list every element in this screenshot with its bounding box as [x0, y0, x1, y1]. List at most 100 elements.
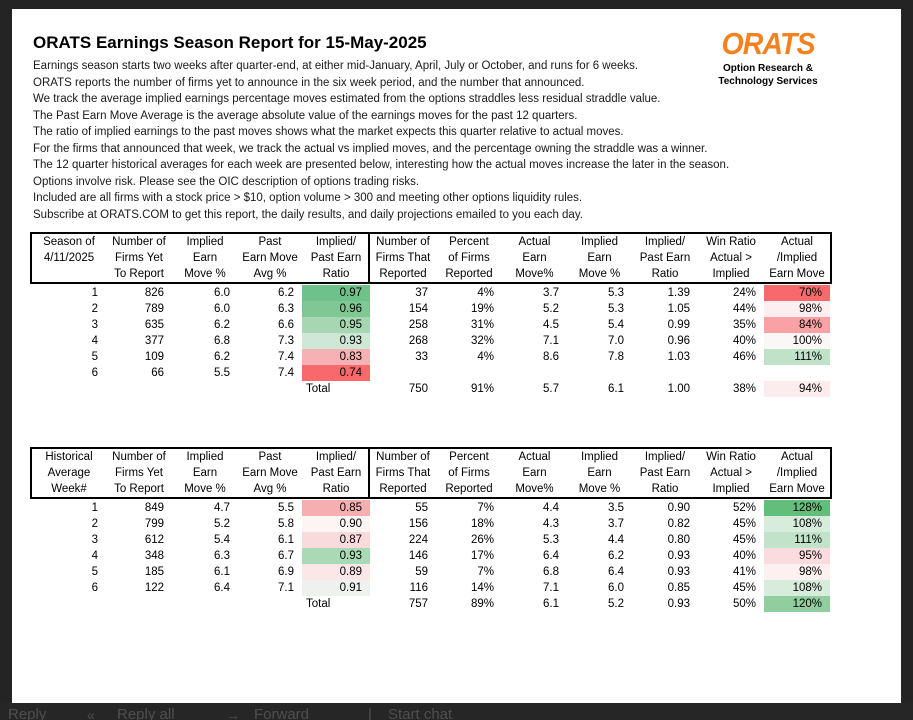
table-cell: 0.93 — [667, 566, 690, 578]
forward-button[interactable]: Forward — [254, 706, 310, 720]
table-cell: 0.90 — [302, 516, 370, 532]
table-cell: 4% — [477, 351, 494, 363]
table-row: 2 799 5.2 5.8 0.90 156 18% 4.3 3.7 0.82 45% 108% — [32, 516, 832, 532]
table-cell: 5.8 — [278, 518, 294, 530]
table-cell: 89% — [470, 598, 494, 610]
table-cell: 37 — [415, 287, 428, 299]
historical-average-table: Historical Average Week# Number of Firms Yet… — [30, 447, 832, 612]
table-cell: 0.93 — [302, 333, 370, 349]
table-cell — [370, 365, 436, 381]
table-cell: 0.91 — [302, 580, 370, 596]
table-cell: 6.3 — [214, 550, 230, 562]
column-header: Actual Earn Move% — [515, 451, 554, 495]
table-cell: 4.7 — [214, 502, 230, 514]
table-cell: 6.0 — [214, 287, 230, 299]
column-header: Past Earn Move Avg % — [242, 236, 298, 280]
start-chat-button[interactable]: Start chat — [388, 706, 453, 720]
table-cell: 14% — [470, 582, 494, 594]
column-header: Historical Average Week# — [45, 451, 93, 495]
table-cell: 5 — [91, 566, 98, 578]
table-cell: 45% — [732, 518, 756, 530]
table-cell: 7% — [477, 566, 494, 578]
table-cell: 2 — [91, 303, 98, 315]
table-cell: 2 — [91, 518, 98, 530]
table-cell: 98% — [764, 301, 830, 317]
column-header: Win Ratio Actual > Implied — [706, 236, 756, 280]
table-cell: 6.7 — [278, 550, 294, 562]
table-cell: 0.87 — [302, 532, 370, 548]
intro-line: The ratio of implied earnings to the pas… — [33, 126, 624, 138]
table-cell: 45% — [732, 534, 756, 546]
email-toolbar: Reply « Reply all → Forward | Start chat — [0, 703, 913, 720]
table-cell: 7.3 — [278, 335, 294, 347]
table-cell: 799 — [144, 518, 164, 530]
table-cell: 6.6 — [278, 319, 294, 331]
table-cell — [106, 381, 172, 397]
table-cell: 44% — [732, 303, 756, 315]
intro-line: Earnings season starts two weeks after q… — [33, 60, 639, 72]
tagline-line: Technology Services — [718, 75, 818, 87]
table-cell: 258 — [408, 319, 428, 331]
column-header: Number of Firms That Reported — [368, 234, 436, 282]
table-cell: 348 — [144, 550, 164, 562]
column-header: Percent of Firms Reported — [445, 236, 493, 280]
table-cell — [32, 596, 106, 612]
table-cell: 185 — [144, 566, 164, 578]
table-cell: 40% — [732, 335, 756, 347]
reply-all-button[interactable]: Reply all — [117, 706, 175, 720]
table-cell: 111% — [764, 349, 830, 365]
table-cell: 122 — [144, 582, 164, 594]
table-cell: 268 — [408, 335, 428, 347]
intro-line: For the firms that announced that week, … — [33, 142, 708, 155]
table-cell: 0.96 — [302, 301, 370, 317]
table-cell: 156 — [408, 518, 428, 530]
table-cell — [567, 365, 632, 381]
table-cell: 5.5 — [278, 502, 294, 514]
column-header: Implied/Past Earn Ratio — [310, 236, 362, 280]
orats-logo-tagline: Option Research & Technology Services — [715, 63, 821, 88]
table-cell — [238, 381, 302, 397]
table-cell: 7.1 — [543, 335, 559, 347]
table-row: 3 612 5.4 6.1 0.87 224 26% 5.3 4.4 0.80 45% 111% — [32, 532, 832, 548]
intro-line: We track the average implied earnings pe… — [33, 93, 661, 105]
table-row: 2 789 6.0 6.3 0.96 154 19% 5.2 5.3 1.05 44% 98% — [32, 301, 832, 317]
table-cell — [106, 596, 172, 612]
table-cell: 0.90 — [667, 502, 690, 514]
table-cell: 7.0 — [608, 335, 624, 347]
table-row: Total 750 91% 5.7 6.1 1.00 38% 94% — [32, 381, 832, 397]
forward-icon: → — [226, 707, 240, 720]
column-header: Implied Earn Move % — [578, 451, 621, 495]
table-cell: 6.8 — [214, 335, 230, 347]
table-cell: 6.2 — [214, 351, 230, 363]
reply-button[interactable]: Reply — [8, 706, 47, 720]
table-cell: 3.7 — [608, 518, 624, 530]
table-cell: 4 — [91, 335, 98, 347]
table-cell: 5.2 — [543, 303, 559, 315]
table-cell: 6.1 — [543, 598, 559, 610]
table-cell: 40% — [732, 550, 756, 562]
table-cell — [502, 365, 567, 381]
column-header: Number of Firms That Reported — [368, 449, 436, 497]
column-header: Implied/Past Earn Ratio — [639, 451, 691, 495]
table-cell: 3.7 — [543, 287, 559, 299]
table-cell: 45% — [732, 582, 756, 594]
intro-line: Subscribe at ORATS.COM to get this repor… — [33, 208, 583, 221]
table-cell: 0.93 — [667, 598, 690, 610]
table-cell: 377 — [144, 335, 164, 347]
table-cell: 1 — [91, 502, 98, 514]
report-title: ORATS Earnings Season Report for 15-May-… — [33, 33, 427, 52]
table-row: 6 66 5.5 7.4 0.74 — [32, 365, 832, 381]
table-body: 1 826 6.0 6.2 0.97 37 4% 3.7 5.3 1.39 24% 70% 2 789 6.… — [32, 285, 832, 397]
table-cell: 5.7 — [543, 383, 559, 395]
column-header: Actual/Implied Earn Move — [769, 451, 825, 495]
table-cell: 6.1 — [214, 566, 230, 578]
table-cell: 6.9 — [278, 566, 294, 578]
table-body: 1 849 4.7 5.5 0.85 55 7% 4.4 3.5 0.90 52% 128% 2 799 5… — [32, 500, 832, 612]
column-header: Win Ratio Actual > Implied — [706, 451, 756, 495]
table-cell — [238, 596, 302, 612]
table-cell: 24% — [732, 287, 756, 299]
table-cell: 66 — [151, 367, 164, 379]
table-cell: 0.96 — [667, 335, 690, 347]
table-cell: 6 — [91, 582, 98, 594]
